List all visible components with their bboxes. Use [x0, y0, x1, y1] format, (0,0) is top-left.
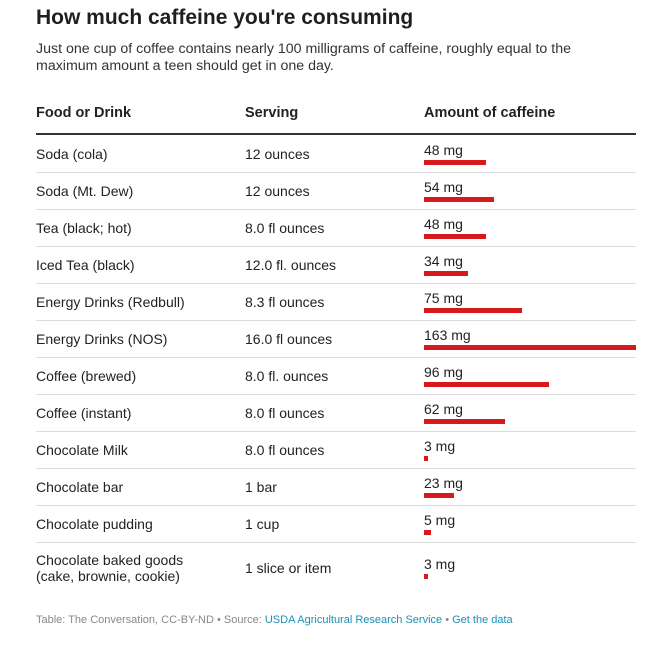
table-row: Coffee (instant) 8.0 fl ounces 62 mg — [36, 394, 636, 432]
caffeine-bar — [424, 345, 636, 350]
chart-title: How much caffeine you're consuming — [36, 6, 414, 29]
table-row: Energy Drinks (NOS) 16.0 fl ounces 163 mg — [36, 320, 636, 358]
food-name: Iced Tea (black) — [36, 257, 135, 273]
serving-size: 8.0 fl. ounces — [245, 368, 329, 384]
table-row: Energy Drinks (Redbull) 8.3 fl ounces 75 m… — [36, 283, 636, 321]
food-name: Tea (black; hot) — [36, 220, 132, 236]
table-row: Chocolate Milk 8.0 fl ounces 3 mg — [36, 431, 636, 469]
food-name: Chocolate baked goods (cake, brownie, co… — [36, 552, 184, 584]
serving-size: 1 bar — [245, 479, 277, 495]
caffeine-bar — [424, 197, 494, 202]
caffeine-label: 163 mg — [424, 327, 471, 343]
caffeine-label: 96 mg — [424, 364, 463, 380]
caffeine-label: 54 mg — [424, 179, 463, 195]
table-header: Food or Drink Serving Amount of caffeine — [36, 105, 636, 135]
header-caffeine: Amount of caffeine — [424, 105, 556, 121]
caffeine-label: 48 mg — [424, 216, 463, 232]
caffeine-bar — [424, 574, 428, 579]
serving-size: 16.0 fl ounces — [245, 331, 333, 347]
serving-size: 1 slice or item — [245, 560, 332, 576]
caffeine-bar — [424, 382, 549, 387]
footer-separator: • Source: — [213, 614, 265, 626]
caffeine-label: 75 mg — [424, 290, 463, 306]
serving-size: 8.0 fl ounces — [245, 442, 325, 458]
food-name: Soda (cola) — [36, 146, 108, 162]
source-link[interactable]: USDA Agricultural Research Service — [264, 614, 443, 626]
food-name: Coffee (brewed) — [36, 368, 137, 384]
footer: Table: The Conversation, CC-BY-ND • Sour… — [36, 614, 513, 626]
caffeine-bar — [424, 234, 486, 239]
get-data-link[interactable]: Get the data — [452, 614, 513, 626]
food-name: Chocolate bar — [36, 479, 124, 495]
food-name: Chocolate Milk — [36, 442, 128, 458]
table-row: Chocolate pudding 1 cup 5 mg — [36, 505, 636, 543]
header-serving: Serving — [245, 105, 299, 121]
footer-credit: Table: The Conversation, CC-BY-ND — [36, 614, 214, 626]
caffeine-bar — [424, 160, 486, 165]
food-name: Energy Drinks (Redbull) — [36, 294, 185, 310]
serving-size: 12.0 fl. ounces — [245, 257, 337, 273]
caffeine-label: 48 mg — [424, 142, 463, 158]
serving-size: 12 ounces — [245, 146, 310, 162]
footer-separator: • — [442, 614, 453, 626]
table-row: Chocolate bar 1 bar 23 mg — [36, 468, 636, 506]
food-name: Energy Drinks (NOS) — [36, 331, 168, 347]
chart-subtitle: Just one cup of coffee contains nearly 1… — [36, 41, 571, 74]
header-food: Food or Drink — [36, 105, 132, 121]
food-name: Coffee (instant) — [36, 405, 132, 421]
caffeine-bar — [424, 456, 428, 461]
caffeine-label: 34 mg — [424, 253, 463, 269]
table-row: Soda (cola) 12 ounces 48 mg — [36, 135, 636, 173]
food-name: Chocolate pudding — [36, 516, 153, 532]
serving-size: 1 cup — [245, 516, 280, 532]
caffeine-bar — [424, 493, 454, 498]
caffeine-bar — [424, 530, 431, 535]
table-row: Chocolate baked goods (cake, brownie, co… — [36, 542, 636, 594]
serving-size: 8.0 fl ounces — [245, 405, 325, 421]
table-row: Coffee (brewed) 8.0 fl. ounces 96 mg — [36, 357, 636, 395]
serving-size: 8.0 fl ounces — [245, 220, 325, 236]
table-row: Soda (Mt. Dew) 12 ounces 54 mg — [36, 172, 636, 210]
caffeine-label: 3 mg — [424, 438, 456, 454]
table-row: Tea (black; hot) 8.0 fl ounces 48 mg — [36, 209, 636, 247]
serving-size: 8.3 fl ounces — [245, 294, 325, 310]
food-name: Soda (Mt. Dew) — [36, 183, 134, 199]
caffeine-bar — [424, 308, 522, 313]
caffeine-label: 3 mg — [424, 556, 456, 572]
caffeine-label: 5 mg — [424, 512, 456, 528]
caffeine-label: 23 mg — [424, 475, 463, 491]
caffeine-bar — [424, 271, 468, 276]
serving-size: 12 ounces — [245, 183, 310, 199]
caffeine-bar — [424, 419, 505, 424]
table-row: Iced Tea (black) 12.0 fl. ounces 34 mg — [36, 246, 636, 284]
caffeine-label: 62 mg — [424, 401, 463, 417]
